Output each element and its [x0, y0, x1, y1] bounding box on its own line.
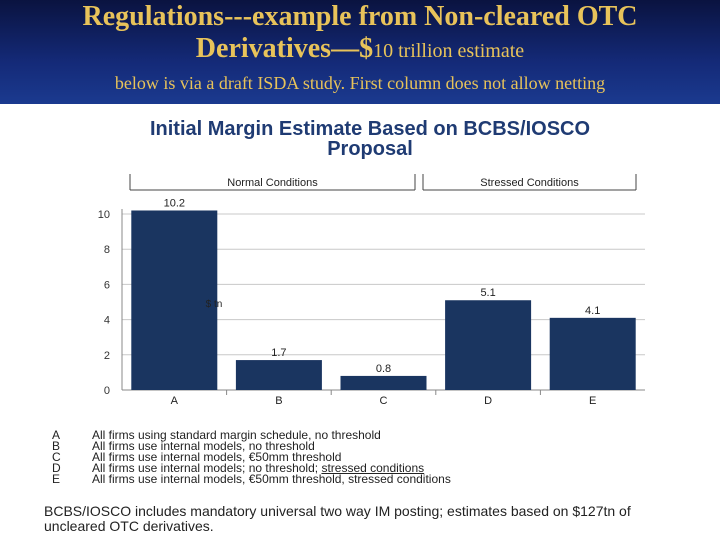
slide-title-line2-main: Derivatives—$ — [195, 33, 374, 64]
legend-row-a: A All firms using standard margin schedul… — [52, 428, 451, 442]
slide-header: Regulations---example from Non-cleared O… — [0, 0, 720, 104]
legend-text: All firms using standard margin schedule… — [92, 428, 381, 442]
legend-row-c: C All firms use internal models, €50mm th… — [52, 450, 451, 464]
slide-subtitle: below is via a draft ISDA study. First c… — [114, 73, 606, 93]
footnote: BCBS/IOSCO includes mandatory universal … — [44, 503, 631, 534]
category-legend: A All firms using standard margin schedul… — [52, 428, 451, 486]
legend-key: B — [52, 439, 61, 453]
legend-text-main: All firms use internal models; no thresh… — [92, 461, 322, 475]
y-tick-label: 4 — [104, 315, 110, 327]
slide-title-line2-small: 10 trillion estimate — [373, 40, 525, 62]
y-tick-label: 8 — [104, 244, 110, 256]
bar-a — [131, 210, 218, 390]
data-label: 0.8 — [376, 363, 391, 375]
y-tick-label: 6 — [104, 279, 110, 291]
legend-key: E — [52, 472, 61, 486]
legend-row-e: E All firms use internal models, €50mm th… — [52, 472, 451, 486]
y-tick-label: 0 — [104, 385, 110, 397]
chart-title-line1: Initial Margin Estimate Based on BCBS/IO… — [149, 118, 591, 140]
group-bracket — [422, 174, 637, 191]
y-tick-label: 2 — [104, 350, 110, 362]
legend-key: A — [52, 428, 61, 442]
bar-c — [340, 375, 427, 390]
bar-d — [445, 300, 532, 390]
category-label: C — [380, 395, 388, 407]
legend-row-d: D All firms use internal models; no thres… — [52, 461, 451, 475]
data-label: 4.1 — [585, 305, 600, 317]
chart-title-line2: Proposal — [327, 138, 413, 160]
group-label: Normal Conditions — [227, 177, 318, 189]
legend-text: All firms use internal models; no thresh… — [92, 461, 425, 475]
category-label: D — [484, 395, 492, 407]
y-axis-label: $ tn — [206, 299, 223, 310]
group-label: Stressed Conditions — [480, 177, 579, 189]
legend-text: All firms use internal models, no thresh… — [92, 439, 315, 453]
legend-text-underlined: stressed conditions — [321, 461, 425, 475]
bar-e — [549, 317, 636, 390]
legend-text: All firms use internal models, €50mm thr… — [92, 450, 342, 464]
category-label: B — [275, 395, 282, 407]
data-label: 1.7 — [271, 347, 286, 359]
slide-title-line1: Regulations---example from Non-cleared O… — [82, 1, 638, 32]
legend-row-b: B All firms use internal models, no thres… — [52, 439, 451, 453]
bar-b — [235, 360, 322, 390]
slide-title-line2: Derivatives—$10 trillion estimate — [0, 34, 720, 66]
category-label: E — [589, 395, 596, 407]
group-bracket — [129, 174, 416, 191]
data-label: 5.1 — [480, 287, 495, 299]
legend-key: D — [52, 461, 61, 475]
legend-key: C — [52, 450, 61, 464]
category-label: A — [171, 395, 179, 407]
legend-text: All firms use internal models, €50mm thr… — [92, 472, 451, 486]
chart-title: Initial Margin Estimate Based on BCBS/IO… — [40, 119, 700, 159]
data-label: 10.2 — [164, 197, 185, 209]
y-tick-label: 10 — [98, 209, 110, 221]
